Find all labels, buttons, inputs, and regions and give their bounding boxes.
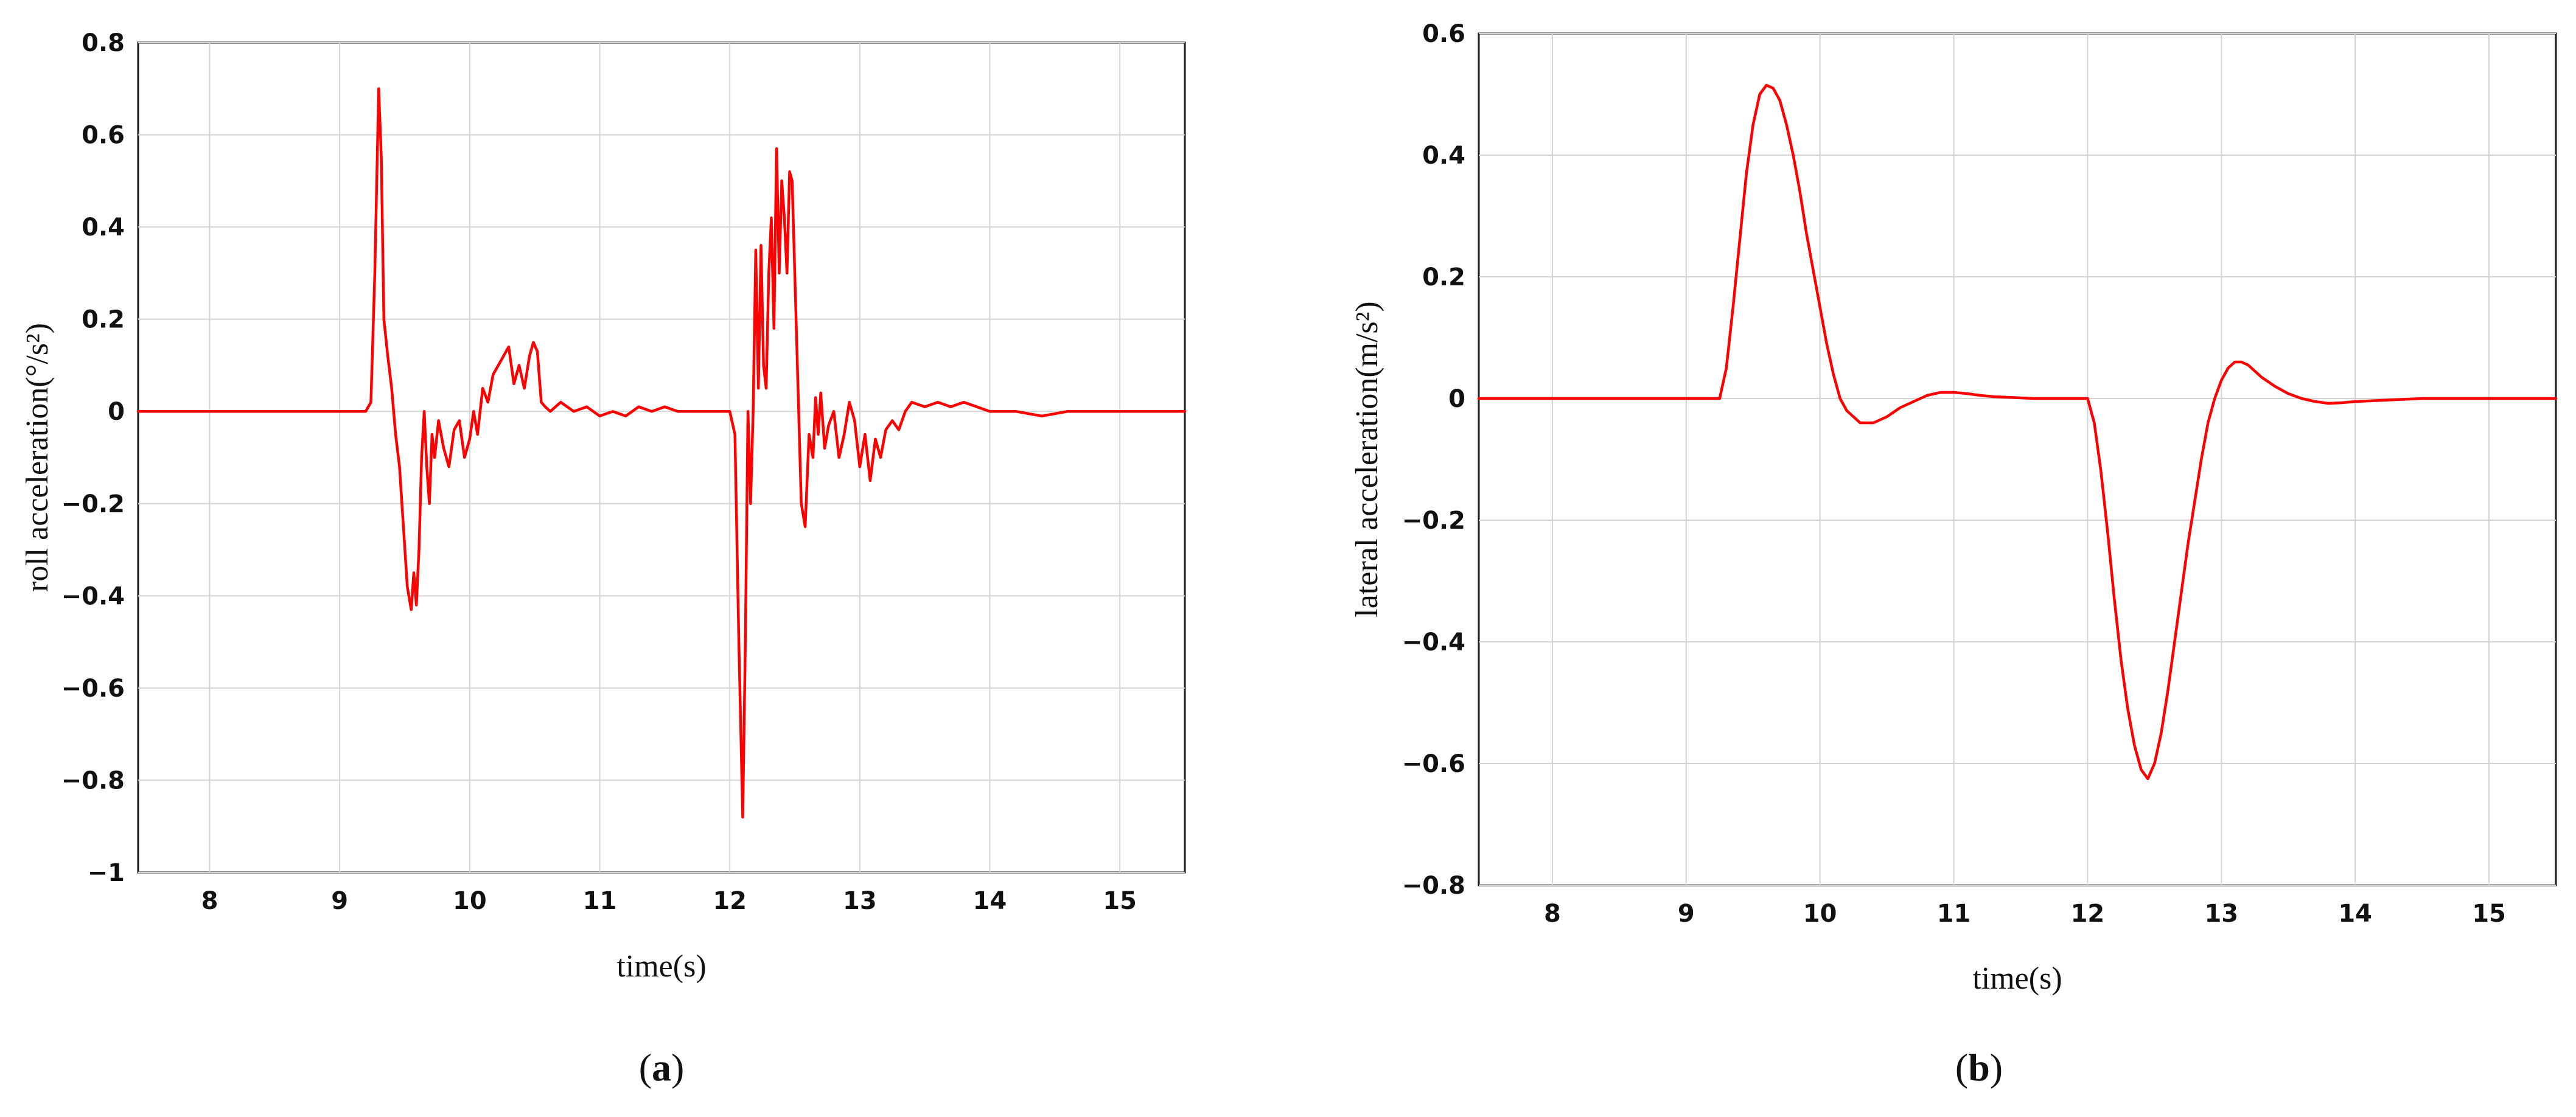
x-tick-label: 11: [583, 887, 617, 915]
y-tick-label: 0: [108, 398, 125, 426]
panel-caption-b: (b): [1955, 1046, 2003, 1089]
x-tick-label: 12: [713, 887, 747, 915]
y-grid-a: [138, 42, 1185, 873]
y-tick-label: −0.6: [1402, 750, 1465, 778]
y-tick-label: −0.4: [1402, 628, 1465, 656]
y-tick-label: 0.6: [1422, 20, 1465, 48]
y-tick-label: −1: [88, 859, 125, 887]
caption-letter-b: b: [1968, 1046, 1990, 1089]
y-tick-label: 0: [1448, 385, 1465, 413]
y-tick-label: 0.6: [82, 122, 125, 150]
x-tick-label: 10: [453, 887, 487, 915]
caption-letter-a: a: [652, 1046, 671, 1089]
y-tick-label: −0.4: [61, 582, 125, 610]
x-tick-label: 13: [2204, 900, 2238, 928]
plot-area-a: [137, 41, 1186, 874]
panel-caption-a: (a): [639, 1046, 685, 1089]
y-tick-label: −0.8: [61, 767, 125, 795]
y-tick-label: 0.4: [1422, 142, 1465, 170]
x-tick-labels-b: 8 9 10 11 12 13 14 15: [1544, 900, 2506, 928]
y-tick-label: 0.4: [82, 214, 125, 242]
x-tick-label: 9: [331, 887, 348, 915]
y-tick-label: 0.2: [82, 306, 125, 334]
x-tick-label: 15: [1103, 887, 1137, 915]
x-tick-labels-a: 8 9 10 11 12 13 14 15: [201, 887, 1137, 915]
y-tick-label: −0.6: [61, 675, 125, 703]
series-line-b: [1477, 83, 2558, 781]
x-tick-label: 12: [2071, 900, 2105, 928]
y-axis-label-a: roll acceleration(°/s²): [20, 323, 55, 592]
x-tick-label: 11: [1937, 900, 1971, 928]
y-tick-label: −0.2: [61, 490, 125, 518]
x-axis-label-a: time(s): [616, 949, 706, 984]
x-tick-label: 9: [1678, 900, 1695, 928]
y-tick-label: 0.8: [82, 29, 125, 57]
x-tick-label: 10: [1803, 900, 1837, 928]
x-grid-b: [1551, 33, 2490, 885]
x-axis-label-b: time(s): [1972, 961, 2062, 996]
y-tick-labels-a: −1 −0.8 −0.6 −0.4 −0.2 0 0.2 0.4 0.6 0.8: [61, 29, 125, 887]
y-tick-label: 0.2: [1422, 263, 1465, 291]
y-axis-label-b: lateral acceleration(m/s²): [1350, 301, 1384, 617]
plot-area-b: [1478, 32, 2557, 886]
x-tick-label: 13: [843, 887, 877, 915]
y-tick-label: −0.8: [1402, 872, 1465, 900]
x-tick-label: 14: [2338, 900, 2372, 928]
x-tick-label: 8: [201, 887, 218, 915]
chart-panel-a: 8 9 10 11 12 13 14 15 −1 −0.8 −0.6 −0.4 −0.2 0 0.2 0.4…: [20, 29, 1187, 1089]
x-tick-label: 8: [1544, 900, 1561, 928]
y-tick-label: −0.2: [1402, 507, 1465, 535]
x-tick-label: 15: [2472, 900, 2506, 928]
chart-panel-b: 8 9 10 11 12 13 14 15 −0.8 −0.6 −0.4 −0.2 0 0.2 0.4 0.…: [1350, 20, 2558, 1089]
y-tick-labels-b: −0.8 −0.6 −0.4 −0.2 0 0.2 0.4 0.6: [1402, 20, 1465, 900]
x-tick-label: 14: [973, 887, 1007, 915]
series-line-a: [136, 87, 1187, 819]
